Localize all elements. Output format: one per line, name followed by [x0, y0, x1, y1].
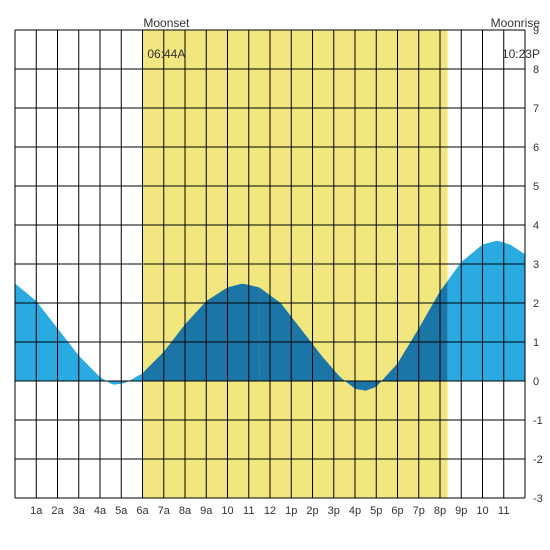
x-tick-label: 4p — [349, 505, 361, 517]
x-tick-label: 7a — [158, 505, 171, 517]
y-tick-label: 3 — [533, 259, 539, 271]
x-tick-label: 6p — [391, 505, 403, 517]
y-tick-label: 1 — [533, 337, 539, 349]
tide-chart: Moonset 06:44A Moonrise 10:23P 1a2a3a4a5… — [0, 0, 550, 550]
tide-area-light-1 — [447, 241, 525, 381]
x-tick-label: 11 — [243, 505, 254, 517]
x-tick-label: 10 — [221, 505, 233, 517]
moonrise-time: 10:23P — [502, 47, 540, 61]
moonrise-label: Moonrise 10:23P — [477, 0, 540, 78]
x-tick-label: 8p — [434, 505, 446, 517]
y-tick-label: 6 — [533, 142, 539, 154]
x-tick-label: 7p — [413, 505, 425, 517]
x-tick-label: 6a — [136, 505, 149, 517]
x-tick-label: 2p — [306, 505, 318, 517]
x-tick-label: 9a — [200, 505, 213, 517]
x-tick-label: 2a — [51, 505, 64, 517]
moonset-label: Moonset 06:44A — [130, 0, 189, 78]
x-tick-label: 5p — [370, 505, 382, 517]
chart-svg: 1a2a3a4a5a6a7a8a9a1011121p2p3p4p5p6p7p8p… — [0, 0, 550, 550]
x-tick-label: 9p — [455, 505, 467, 517]
x-tick-label: 12 — [264, 505, 276, 517]
moonrise-title: Moonrise — [491, 16, 540, 30]
y-tick-label: 5 — [533, 181, 539, 193]
y-tick-label: -1 — [533, 415, 543, 427]
x-tick-label: 4a — [94, 505, 107, 517]
x-tick-label: 1p — [285, 505, 297, 517]
x-tick-label: 3a — [73, 505, 86, 517]
y-tick-label: 7 — [533, 103, 539, 115]
y-tick-label: -3 — [533, 493, 543, 505]
x-tick-label: 1a — [30, 505, 43, 517]
y-tick-label: 2 — [533, 298, 539, 310]
x-tick-label: 11 — [498, 505, 509, 517]
moonset-time: 06:44A — [147, 47, 185, 61]
y-tick-label: 0 — [533, 376, 539, 388]
y-tick-label: 4 — [533, 220, 539, 232]
y-tick-label: -2 — [533, 454, 543, 466]
x-tick-label: 3p — [328, 505, 340, 517]
x-tick-label: 8a — [179, 505, 192, 517]
x-tick-label: 5a — [115, 505, 128, 517]
x-tick-label: 10 — [476, 505, 488, 517]
moonset-title: Moonset — [143, 16, 189, 30]
